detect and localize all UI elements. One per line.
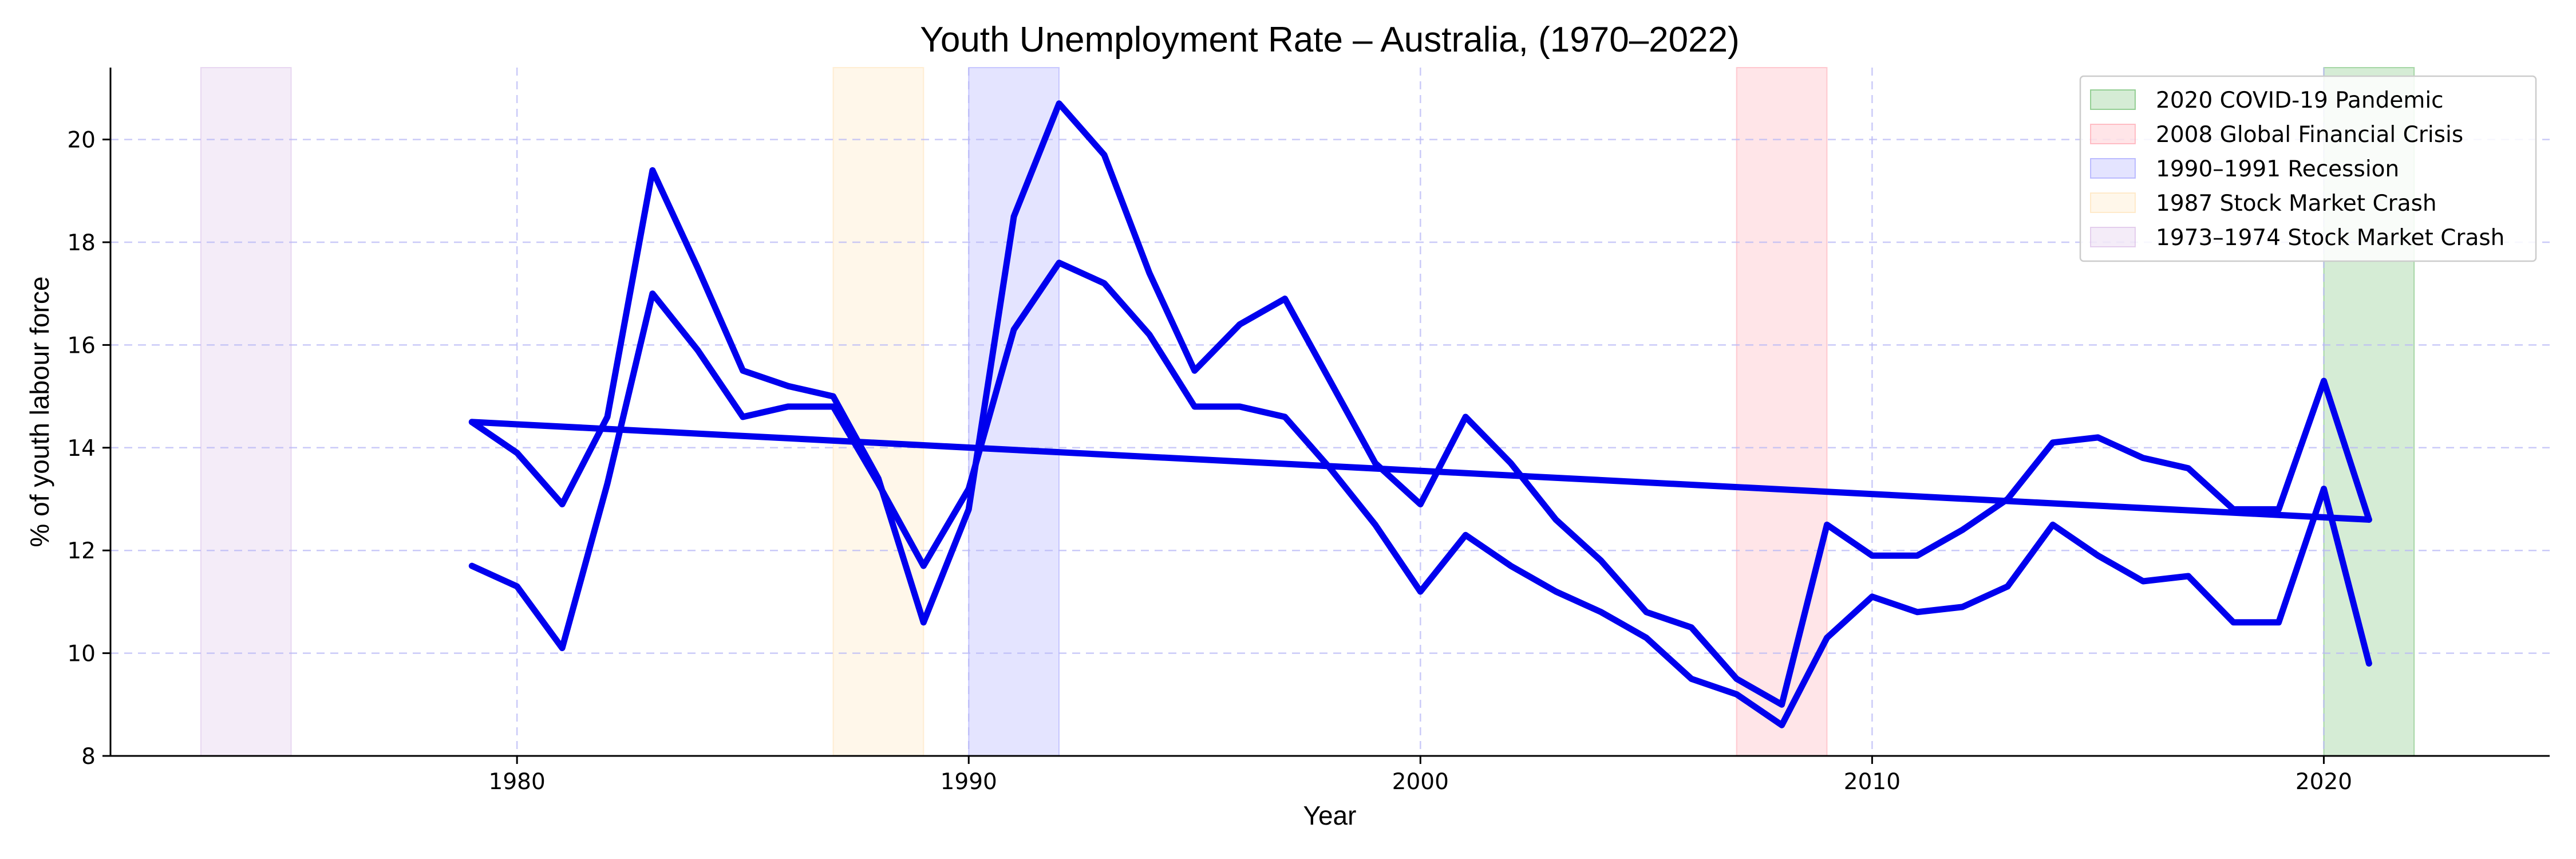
shaded-period-band: [200, 67, 292, 756]
shaded-periods: [200, 67, 2415, 756]
series-line: [468, 259, 2372, 728]
y-axis-label: % of youth labour force: [25, 276, 54, 547]
legend-swatch: [2090, 124, 2136, 144]
legend-box: [2079, 75, 2537, 262]
x-tick-label: 1980: [489, 769, 546, 795]
y-tick-label: 8: [81, 744, 96, 770]
x-tick-label: 1990: [941, 769, 997, 795]
x-axis-label: Year: [1303, 801, 1357, 830]
x-tick-label: 2010: [1844, 769, 1901, 795]
y-tick-label: 20: [67, 128, 96, 153]
series-line: [468, 419, 2372, 523]
legend-label: 1987 Stock Market Crash: [2156, 191, 2437, 216]
series-line: [468, 100, 2372, 708]
legend-swatch: [2090, 158, 2136, 179]
legend: 2020 COVID-19 Pandemic 2008 Global Financ…: [2079, 75, 2537, 262]
legend-label: 2020 COVID-19 Pandemic: [2156, 88, 2444, 113]
y-tick-label: 16: [67, 333, 96, 358]
y-tick-label: 12: [67, 538, 96, 564]
y-tick-label: 10: [67, 641, 96, 667]
x-ticks: 1980 1990 2000 2010 2020: [489, 756, 2352, 795]
chart-title: Youth Unemployment Rate – Australia, (19…: [920, 20, 1740, 60]
shaded-period-band: [832, 67, 924, 756]
legend-swatch: [2090, 192, 2136, 213]
y-ticks: 8 10 12 14 16 18 20: [67, 128, 110, 770]
legend-label: 1990–1991 Recession: [2156, 156, 2399, 182]
series-group: [468, 100, 2372, 728]
legend-label: 1973–1974 Stock Market Crash: [2156, 225, 2504, 251]
shaded-period-band: [1736, 67, 1828, 756]
x-tick-label: 2020: [2296, 769, 2352, 795]
y-tick-label: 18: [67, 230, 96, 256]
y-tick-label: 14: [67, 436, 96, 462]
x-tick-label: 2000: [1392, 769, 1449, 795]
legend-swatch: [2090, 227, 2136, 247]
legend-swatch: [2090, 89, 2136, 110]
legend-label: 2008 Global Financial Crisis: [2156, 122, 2463, 148]
